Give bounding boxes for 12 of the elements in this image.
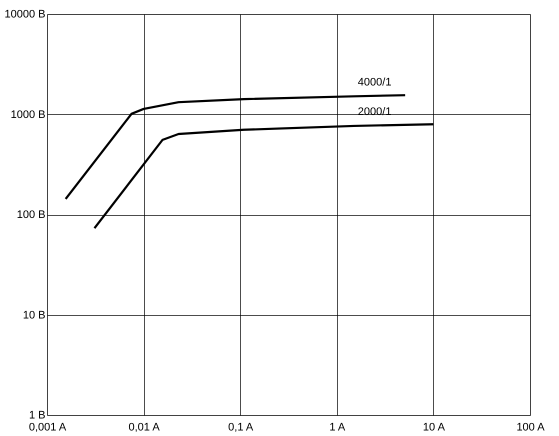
x-tick-label: 100 A [516, 422, 546, 434]
y-tick-label: 1000 B [10, 108, 46, 121]
series-label: 4000/1 [358, 76, 392, 88]
x-tick-label: 0,1 A [228, 422, 254, 434]
x-tick-label: 10 A [422, 422, 446, 434]
x-tick-label: 1 A [329, 422, 346, 434]
y-tick-label: 1 B [28, 410, 46, 422]
y-tick-label: 10000 B [4, 8, 46, 20]
y-tick-label: 100 B [16, 209, 46, 221]
x-tick-label: 0,001 A [28, 422, 67, 434]
x-tick-label: 0,01 A [128, 422, 160, 434]
y-tick-label: 10 B [22, 309, 46, 322]
